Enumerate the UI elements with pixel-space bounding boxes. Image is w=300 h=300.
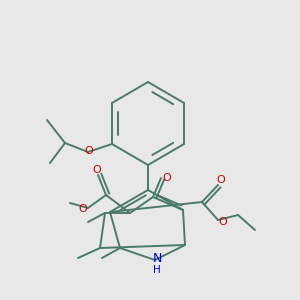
Text: O: O (93, 165, 101, 175)
Text: O: O (79, 204, 87, 214)
Text: H: H (153, 265, 161, 275)
Text: O: O (219, 217, 227, 227)
Text: O: O (85, 146, 93, 156)
Text: O: O (217, 175, 225, 185)
Text: O: O (163, 173, 171, 183)
Text: N: N (152, 253, 162, 266)
